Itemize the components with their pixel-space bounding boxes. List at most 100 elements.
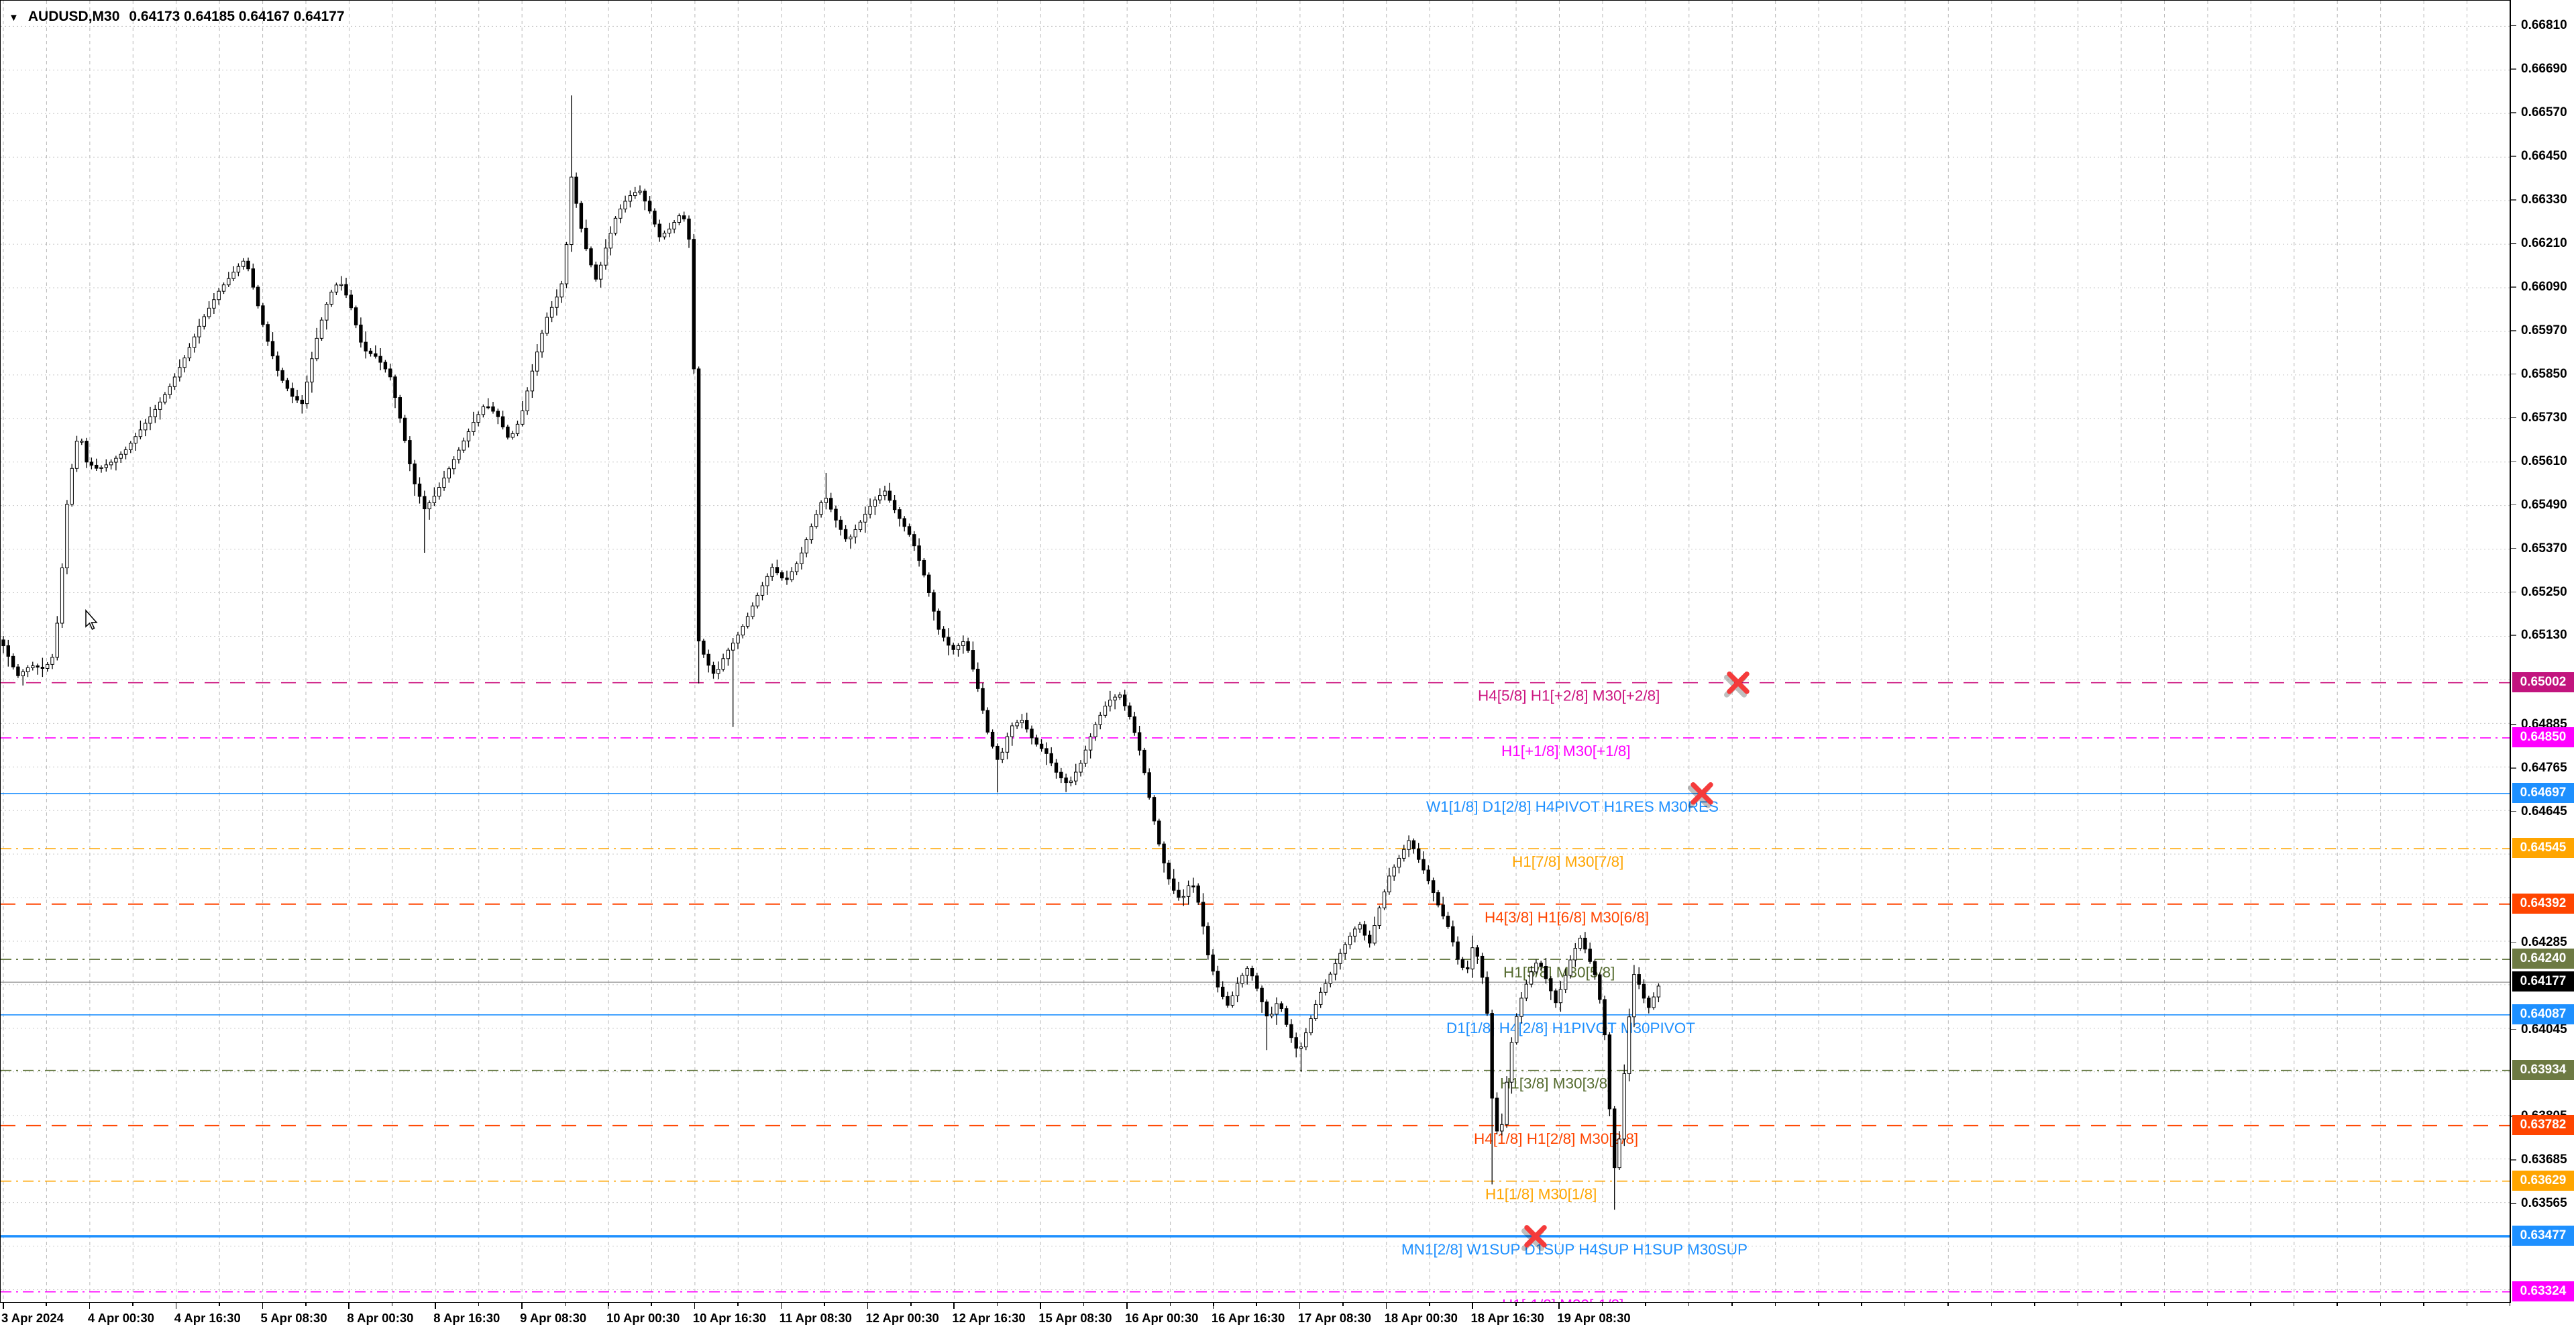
- time-label: 8 Apr 16:30: [433, 1311, 500, 1325]
- candle-body: [349, 294, 353, 309]
- candle-body: [589, 248, 593, 266]
- candle-body: [133, 436, 138, 444]
- candle-body: [187, 347, 192, 359]
- time-grid-tick: [1083, 1303, 1085, 1306]
- time-label: 8 Apr 00:30: [347, 1311, 414, 1325]
- candle-body: [849, 536, 853, 539]
- candle-body: [1495, 1097, 1499, 1132]
- candle-body: [1221, 986, 1225, 997]
- price-tick-mark: [2511, 941, 2516, 943]
- candle-body: [574, 176, 578, 204]
- price-tick: 0.66090: [2511, 279, 2576, 295]
- x-mark-glyph: [1524, 1225, 1547, 1248]
- candle-body: [1397, 857, 1401, 868]
- candle-body: [932, 592, 936, 612]
- candle-body: [1304, 1032, 1308, 1048]
- candle-body: [1152, 797, 1157, 822]
- price-tick-value: 0.64765: [2521, 760, 2567, 775]
- time-grid-tick: [2509, 1303, 2511, 1306]
- candle-body: [423, 496, 427, 510]
- candle-body: [912, 534, 916, 547]
- price-axis[interactable]: 0.66810 0.66690 0.66570 0.66450 0.66330 0.662…: [2510, 0, 2576, 1303]
- x-mark[interactable]: [1688, 782, 1713, 808]
- candle-body: [1353, 928, 1357, 936]
- candle-body: [1568, 959, 1572, 976]
- candle-body: [1240, 975, 1244, 984]
- candle-body: [315, 337, 319, 360]
- candle-body: [790, 571, 794, 580]
- price-tick: 0.66210: [2511, 235, 2576, 252]
- candle-body: [1216, 971, 1220, 987]
- candle-body: [280, 370, 284, 381]
- candle-body: [1549, 978, 1553, 992]
- candle-body: [1515, 1016, 1519, 1043]
- candle-body: [202, 316, 207, 327]
- candle-body: [129, 443, 133, 450]
- candle-body: [178, 367, 182, 378]
- candle-body: [1294, 1037, 1298, 1049]
- candle-body: [613, 217, 618, 234]
- candle-body: [1328, 973, 1332, 984]
- candle-body: [486, 406, 490, 409]
- candle-body: [1480, 955, 1485, 978]
- candle-body: [721, 658, 725, 670]
- candle-body: [706, 653, 710, 666]
- x-mark[interactable]: [1724, 671, 1750, 698]
- candle-body: [1451, 926, 1455, 943]
- candle-body: [1603, 999, 1607, 1036]
- candle-body: [1010, 725, 1014, 737]
- candle-body: [741, 625, 745, 636]
- price-tick-value: 0.66570: [2521, 105, 2567, 120]
- candle-body: [657, 223, 661, 237]
- level-label: H1[3/8] M30[3/8]: [1500, 1075, 1611, 1092]
- candle-body: [1069, 780, 1073, 784]
- candle-body: [1064, 778, 1068, 784]
- candle-body: [398, 397, 402, 419]
- candle-body: [251, 268, 256, 288]
- price-tick-mark: [2511, 417, 2516, 419]
- candle-body: [1333, 963, 1338, 975]
- candle-body: [197, 325, 201, 337]
- time-axis[interactable]: 3 Apr 2024 4 Apr 00:30 4 Apr 16:30 5 Apr 08…: [0, 1303, 2576, 1339]
- price-tick-value: 0.64645: [2521, 804, 2567, 818]
- candle-body: [1490, 1013, 1494, 1099]
- candle-body: [300, 399, 305, 405]
- candle-body: [1656, 985, 1661, 998]
- price-tick-mark: [2511, 1203, 2516, 1204]
- candle-body: [1034, 737, 1038, 745]
- candle-body: [1647, 998, 1651, 1008]
- candle-body: [80, 441, 84, 443]
- candle-body: [1235, 983, 1240, 996]
- time-grid-tick: [564, 1303, 566, 1306]
- time-label-tick: [3, 1303, 4, 1309]
- object-marks: [1521, 671, 1750, 1251]
- level-label: H1[7/8] M30[7/8]: [1512, 853, 1623, 870]
- symbol-dropdown-icon[interactable]: ▼: [9, 11, 19, 23]
- candle-body: [868, 506, 872, 515]
- candle-body: [388, 368, 392, 378]
- time-label: 5 Apr 08:30: [260, 1311, 327, 1325]
- price-tick: 0.64285: [2511, 934, 2576, 951]
- candle-body: [1079, 763, 1083, 773]
- time-grid-tick: [737, 1303, 739, 1306]
- candle-body: [672, 221, 676, 229]
- x-mark[interactable]: [1521, 1225, 1547, 1251]
- candle-body: [525, 390, 529, 411]
- time-grid-tick: [1515, 1303, 1517, 1306]
- candle-body: [481, 406, 486, 415]
- price-tick-mark: [2511, 504, 2516, 506]
- candle-body: [981, 688, 985, 711]
- candle-body: [1172, 878, 1176, 891]
- candle-body: [888, 490, 892, 501]
- candle-body: [829, 498, 833, 510]
- candle-body: [971, 650, 975, 670]
- candle-body: [1598, 974, 1602, 1000]
- candle-body: [922, 559, 926, 576]
- candle-body: [1113, 696, 1117, 701]
- candle-body: [1348, 935, 1352, 945]
- time-label: 4 Apr 16:30: [174, 1311, 241, 1325]
- candle-body: [638, 191, 642, 193]
- candle-body: [1441, 904, 1445, 917]
- chart-plot-area[interactable]: ▼ AUDUSD,M30 0.64173 0.64185 0.64167 0.6…: [0, 0, 2510, 1303]
